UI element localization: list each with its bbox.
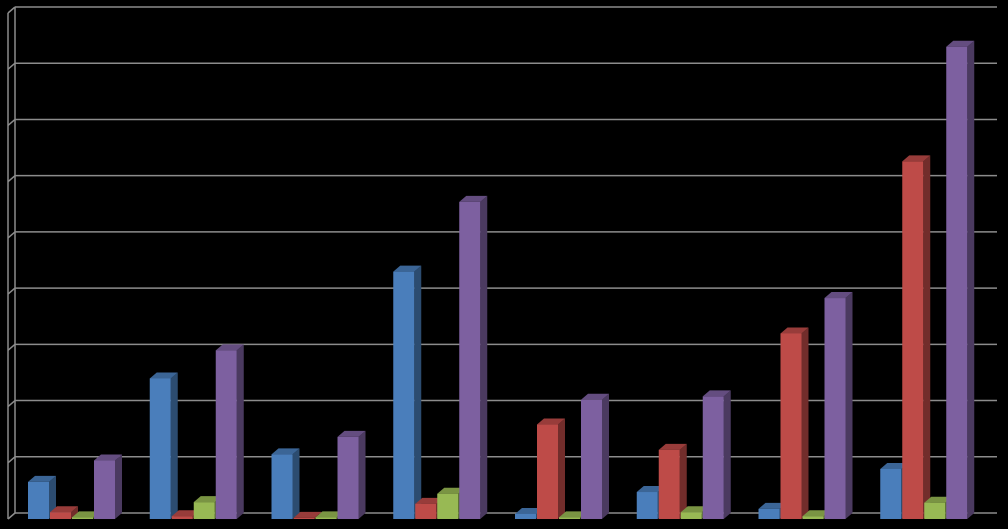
- bar-top: [72, 511, 100, 518]
- bar-side: [967, 40, 975, 519]
- bar: [315, 517, 337, 519]
- bar-side: [115, 454, 122, 519]
- grid-line: [7, 118, 16, 127]
- bar: [581, 399, 602, 519]
- bar-top: [271, 448, 300, 455]
- bar: [946, 46, 968, 519]
- bar-top: [415, 497, 444, 504]
- bar: [824, 298, 846, 519]
- bar-top: [515, 507, 543, 514]
- bar-side: [723, 390, 731, 519]
- bar-top: [171, 510, 200, 517]
- bar-side: [170, 372, 178, 519]
- bar: [415, 503, 437, 519]
- bar: [636, 492, 658, 519]
- grid-line: [7, 287, 16, 295]
- bar-top: [337, 430, 366, 437]
- bar-top: [193, 496, 222, 503]
- bar: [28, 481, 49, 519]
- grid-line: [7, 456, 16, 464]
- bar: [50, 512, 71, 519]
- bar-top: [293, 511, 322, 518]
- bar: [515, 513, 536, 519]
- bar-top: [149, 372, 178, 379]
- bar-side: [923, 155, 931, 519]
- bar-top: [459, 195, 488, 202]
- grid-line: [7, 399, 16, 408]
- bar: [171, 516, 193, 519]
- bar: [780, 333, 802, 519]
- bar: [680, 512, 702, 519]
- bar-side: [480, 195, 488, 519]
- bar-side: [358, 430, 366, 519]
- bar-top: [559, 511, 587, 518]
- bar-top: [28, 475, 56, 482]
- bar-top: [215, 344, 244, 351]
- bar: [924, 502, 946, 519]
- bar-side: [602, 393, 609, 519]
- bar: [72, 517, 93, 519]
- bar-top: [924, 496, 953, 503]
- bar-top: [824, 292, 853, 299]
- grid-line: [7, 512, 16, 520]
- bar-top: [658, 443, 687, 450]
- bar-top: [393, 265, 422, 272]
- bar-top: [758, 502, 787, 509]
- bar-top: [94, 454, 122, 461]
- bar-top: [702, 390, 731, 397]
- bar-side: [801, 327, 809, 519]
- grid-line: [7, 231, 16, 239]
- bar: [193, 502, 215, 519]
- bar: [802, 516, 824, 519]
- bar-side: [558, 418, 565, 519]
- bar-top: [537, 418, 565, 425]
- bar-top: [780, 327, 809, 334]
- bar-top: [880, 462, 909, 469]
- bar-top: [50, 506, 78, 513]
- bar: [215, 350, 237, 519]
- bar: [459, 201, 481, 519]
- bar: [880, 468, 902, 519]
- bar: [337, 436, 359, 519]
- bar: [702, 396, 724, 519]
- grid-line: [7, 175, 16, 183]
- bar-side: [71, 506, 78, 519]
- grid-line: [7, 62, 16, 70]
- bar-top: [902, 155, 931, 162]
- bar-top: [581, 393, 609, 400]
- bar: [658, 449, 680, 519]
- bar: [149, 378, 171, 519]
- bar-top: [437, 487, 466, 494]
- bar-top: [680, 506, 709, 513]
- bar: [271, 454, 293, 519]
- bar-top: [946, 40, 975, 47]
- bar-side: [236, 344, 244, 519]
- bar: [902, 161, 924, 519]
- bar: [94, 460, 115, 519]
- grid-line: [7, 6, 16, 14]
- bar-side: [845, 292, 853, 519]
- bar-top: [802, 510, 831, 517]
- bar-top: [315, 511, 344, 518]
- bar-side: [679, 443, 687, 519]
- bar-side: [49, 475, 56, 519]
- bar: [293, 517, 315, 519]
- grid-line: [7, 343, 16, 351]
- bar-top: [636, 486, 665, 493]
- bar: [437, 493, 459, 519]
- bar: [537, 424, 558, 519]
- bar: [559, 517, 580, 519]
- bar: [393, 271, 415, 519]
- bar-side: [414, 265, 422, 519]
- bar-side: [292, 448, 300, 519]
- bar: [758, 508, 780, 519]
